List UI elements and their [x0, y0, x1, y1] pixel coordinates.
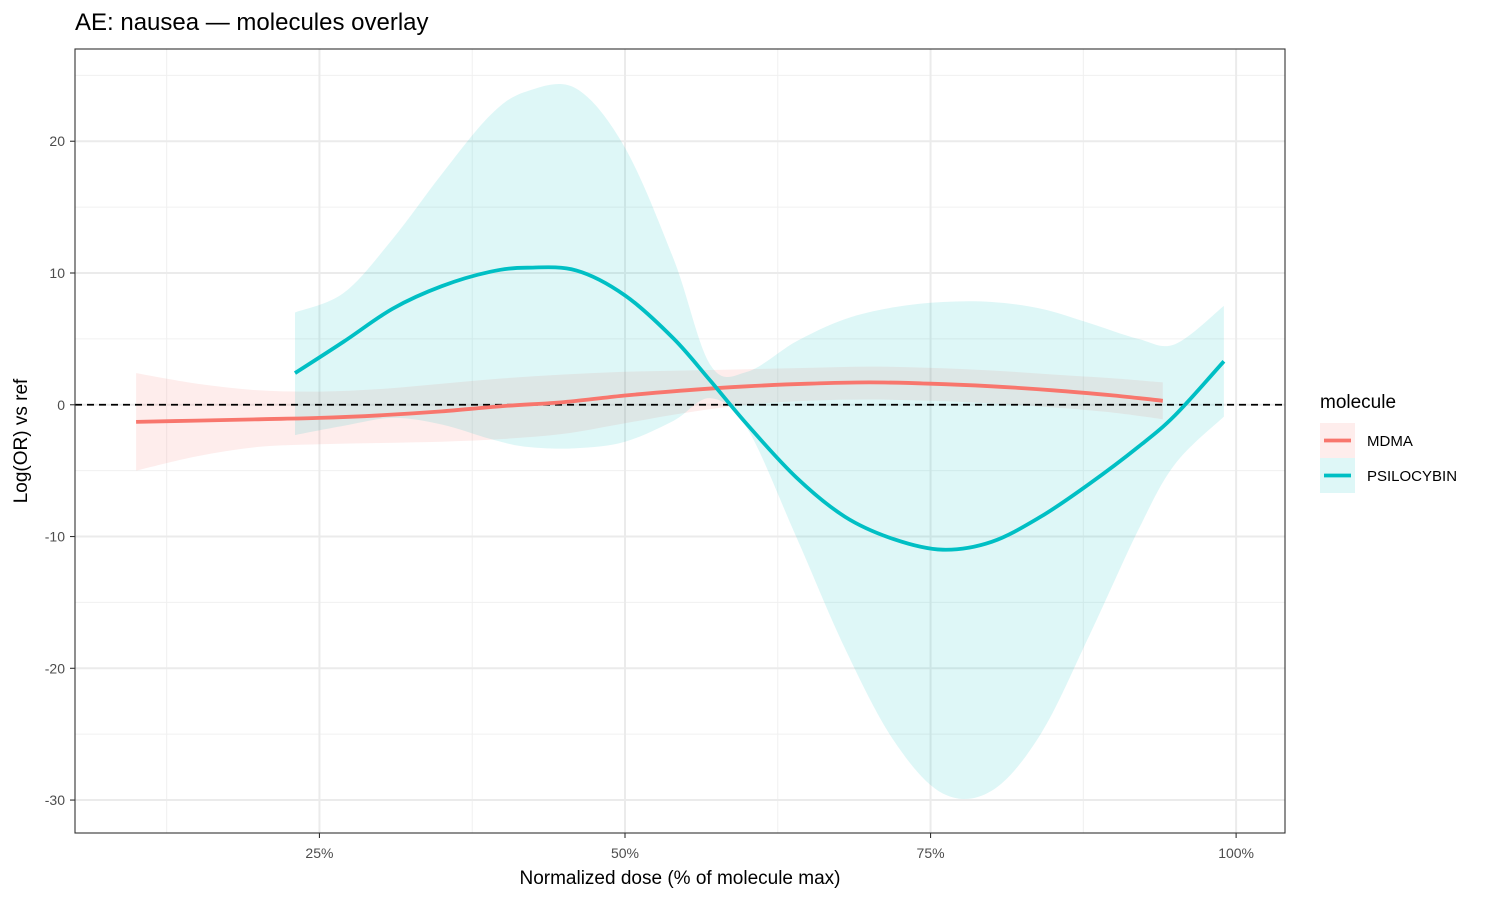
legend-label: PSILOCYBIN: [1367, 468, 1457, 485]
y-tick-label: -10: [45, 529, 65, 545]
grid-major: [75, 49, 1285, 833]
y-tick-label: -20: [45, 660, 65, 676]
plot-panel: [74, 48, 1286, 834]
legend-label: MDMA: [1367, 433, 1413, 450]
confidence-band-psilocybin: [295, 84, 1224, 800]
series-lines: [136, 265, 1226, 552]
confidence-band-mdma: [136, 366, 1163, 471]
x-tick-label: 100%: [1218, 845, 1254, 861]
grid-minor: [75, 49, 1285, 833]
y-tick-label: -30: [45, 792, 65, 808]
x-axis: 25% 50% 75% 100%: [305, 833, 1254, 861]
legend-title: molecule: [1320, 392, 1396, 413]
y-tick-label: 10: [49, 265, 65, 281]
series-line-psilocybin: [293, 265, 1226, 552]
series-line-mdma: [136, 380, 1164, 424]
x-axis-title: Normalized dose (% of molecule max): [519, 868, 840, 889]
legend-item-psilocybin: PSILOCYBIN: [1320, 458, 1457, 493]
y-tick-label: 0: [57, 397, 65, 413]
legend-item-mdma: MDMA: [1320, 423, 1413, 458]
x-tick-label: 25%: [305, 845, 333, 861]
x-tick-label: 50%: [611, 845, 639, 861]
confidence-bands: [136, 84, 1224, 800]
panel-border: [74, 48, 1286, 834]
chart-title: AE: nausea — molecules overlay: [75, 9, 429, 36]
y-tick-label: 20: [49, 133, 65, 149]
x-tick-label: 75%: [917, 845, 945, 861]
legend: molecule MDMA PSILOCYBIN: [1320, 392, 1457, 493]
y-axis: -30 -20 -10 0 10 20: [45, 133, 75, 808]
y-axis-title: Log(OR) vs ref: [11, 378, 32, 503]
